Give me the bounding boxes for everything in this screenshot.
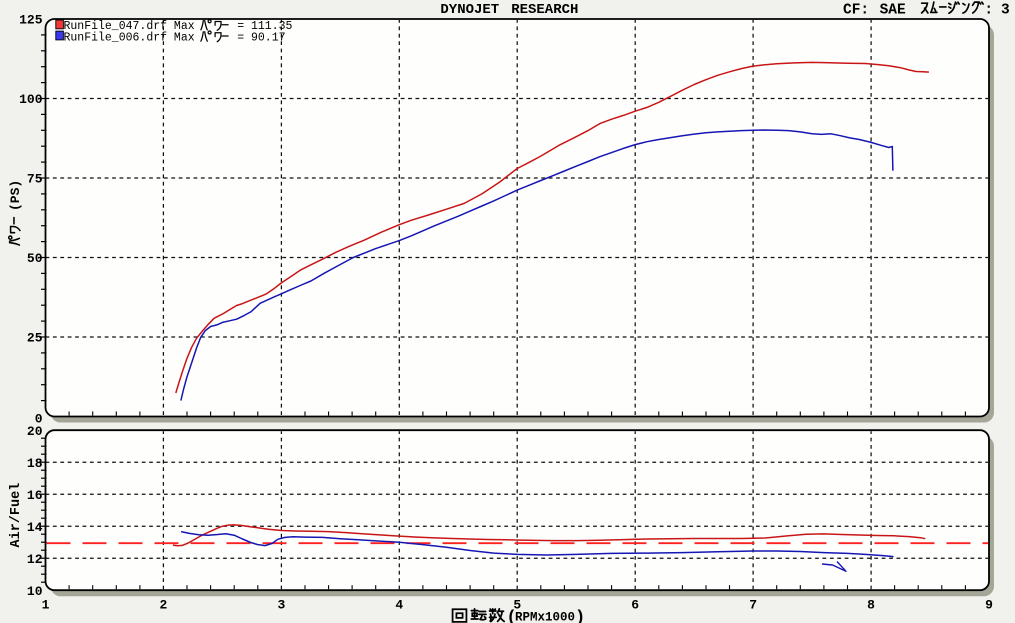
svg-text:CF:: CF: [843, 3, 869, 19]
svg-text:20: 20 [27, 424, 43, 439]
svg-text:3: 3 [277, 597, 285, 612]
svg-text:6: 6 [631, 597, 639, 612]
svg-text:8: 8 [867, 597, 875, 612]
svg-text::: : [984, 3, 993, 19]
svg-text:Air/Fuel: Air/Fuel [9, 483, 24, 548]
svg-text:RunFile_047.drf Max: RunFile_047.drf Max [64, 20, 195, 33]
svg-text:3: 3 [1001, 3, 1010, 19]
svg-text:25: 25 [27, 331, 43, 346]
svg-text:= 111.35: = 111.35 [237, 20, 292, 33]
svg-text:18: 18 [27, 456, 43, 471]
svg-text:RPMx1000: RPMx1000 [515, 611, 575, 623]
svg-text:RunFile_006.drf Max: RunFile_006.drf Max [64, 32, 195, 45]
svg-text:50: 50 [27, 251, 43, 266]
svg-text:5: 5 [513, 597, 521, 612]
svg-text:125: 125 [19, 13, 43, 28]
svg-text:RESEARCH: RESEARCH [511, 2, 578, 18]
svg-text:4: 4 [395, 597, 403, 612]
svg-text:100: 100 [19, 92, 43, 107]
svg-text:): ) [575, 609, 585, 623]
svg-text:7: 7 [749, 597, 757, 612]
svg-text:DYNOJET: DYNOJET [440, 2, 499, 18]
svg-text:= 90.17: = 90.17 [237, 32, 285, 45]
svg-text:16: 16 [27, 488, 43, 503]
svg-text:(: ( [507, 609, 517, 623]
svg-text:1: 1 [42, 597, 50, 612]
svg-text:75: 75 [27, 172, 43, 187]
svg-text:10: 10 [27, 584, 43, 599]
svg-text:9: 9 [985, 597, 993, 612]
svg-text:12: 12 [27, 552, 43, 567]
svg-text:0: 0 [35, 411, 43, 426]
svg-text:14: 14 [27, 520, 43, 535]
svg-text:(PS): (PS) [8, 180, 23, 211]
svg-text:2: 2 [160, 597, 168, 612]
svg-text:SAE: SAE [880, 3, 906, 19]
